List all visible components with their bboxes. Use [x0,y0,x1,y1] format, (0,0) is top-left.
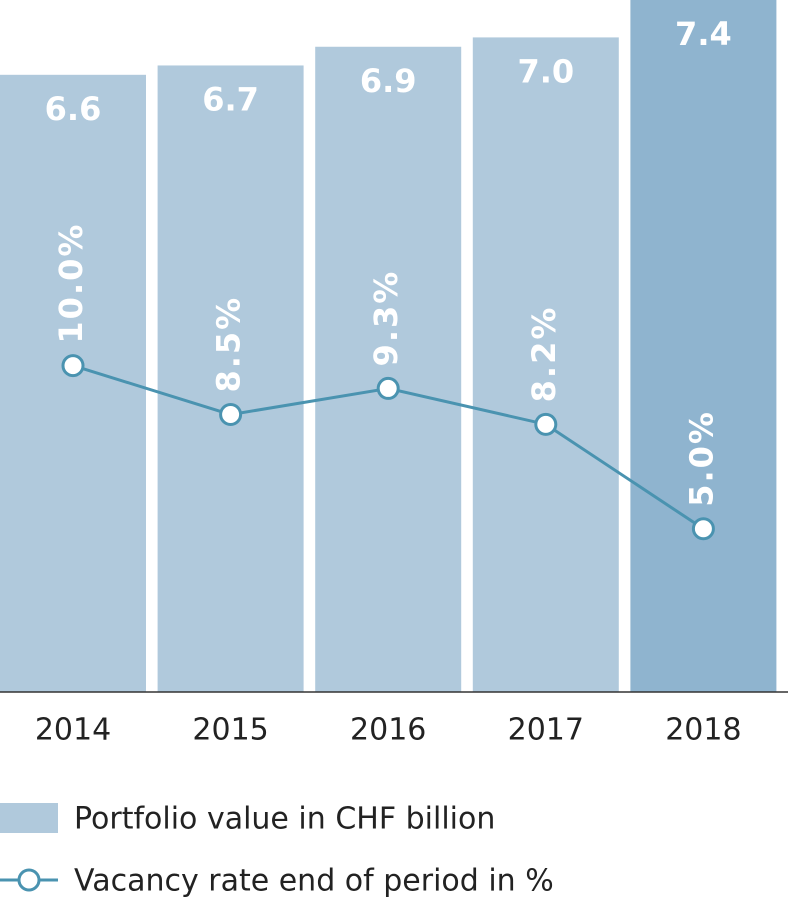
line-point [534,412,558,436]
bar-value-label: 6.9 [360,62,417,100]
line-value-label: 5.0% [682,410,720,507]
bar [630,0,777,692]
legend-item: Portfolio value in CHF billion [0,802,495,837]
line-value-label: 10.0% [52,223,90,344]
legend-label: Vacancy rate end of period in % [74,864,554,899]
bar [157,65,304,692]
x-tick-label: 2017 [508,713,584,748]
x-tick-label: 2014 [35,713,111,748]
x-tick-label: 2018 [665,713,741,748]
bar-value-label: 6.6 [45,90,102,128]
line-value-label: 8.2% [525,306,563,403]
x-tick-label: 2015 [192,713,268,748]
bar-value-label: 7.0 [517,52,574,90]
line-point [691,517,715,541]
bar-value-label: 6.7 [202,80,259,118]
bar [315,46,462,692]
legend-swatch [0,803,58,833]
line-value-label: 9.3% [367,270,405,367]
line-point [376,376,400,400]
bar-value-label: 7.4 [675,15,732,53]
bar [472,37,619,693]
legend-swatch-point [17,868,41,892]
line-point [219,403,243,427]
legend-label: Portfolio value in CHF billion [74,802,495,837]
legend-item: Vacancy rate end of period in % [0,864,554,899]
x-tick-label: 2016 [350,713,426,748]
line-point [61,354,85,378]
line-value-label: 8.5% [210,296,248,393]
bar [0,74,146,693]
